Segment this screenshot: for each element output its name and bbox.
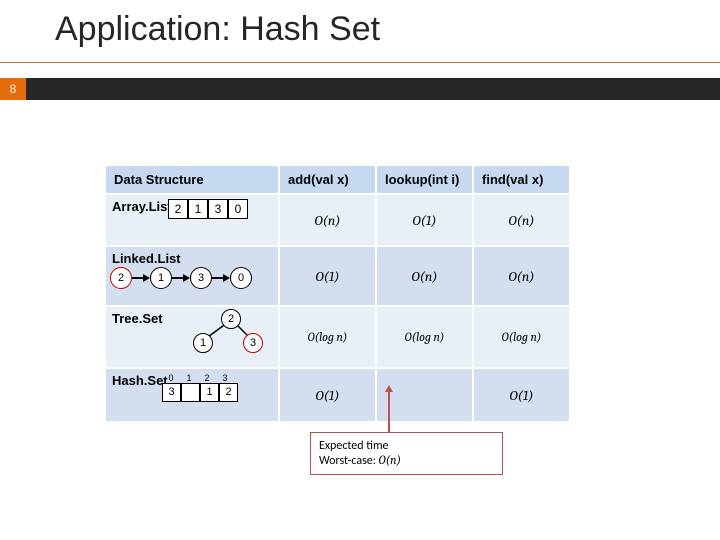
header-dark-bar	[26, 78, 720, 100]
op-add: O(1)	[279, 368, 376, 422]
hash-bucket: 2	[219, 383, 238, 402]
page-number-badge: 8	[0, 78, 26, 100]
callout-line1: Expected time	[319, 439, 494, 453]
op-lookup: O(1)	[376, 194, 473, 246]
table-row: Array.List 2 1 3 0 O(n) O(1) O(n)	[105, 194, 570, 246]
callout-arrow	[388, 391, 390, 433]
array-cell: 1	[188, 199, 208, 219]
hashset-visual: 0 1 2 3 3 1 2	[162, 373, 238, 402]
op-find: O(log n)	[473, 306, 570, 368]
tree-node: 1	[193, 333, 213, 353]
ll-node: 2	[110, 267, 132, 289]
slide-title: Application: Hash Set	[55, 10, 380, 49]
op-add: O(log n)	[279, 306, 376, 368]
complexity-table: Data Structure add(val x) lookup(int i) …	[105, 165, 570, 422]
ds-cell-hashset: Hash.Set 0 1 2 3 3 1 2	[105, 368, 279, 422]
array-cell: 2	[168, 199, 188, 219]
hash-indices: 0 1 2 3	[162, 373, 238, 383]
slide: Application: Hash Set 8 Data Structure a…	[0, 0, 720, 540]
hash-index: 0	[162, 373, 180, 383]
arrow-icon	[212, 273, 230, 283]
col-header-add: add(val x)	[279, 165, 376, 194]
col-header-lookup: lookup(int i)	[376, 165, 473, 194]
arraylist-visual: 2 1 3 0	[168, 199, 248, 219]
arrow-icon	[172, 273, 190, 283]
op-find: O(n)	[473, 194, 570, 246]
op-find: O(n)	[473, 246, 570, 306]
ll-node: 1	[150, 267, 172, 289]
hash-bucket: 1	[200, 383, 219, 402]
ds-cell-arraylist: Array.List 2 1 3 0	[105, 194, 279, 246]
ds-cell-linkedlist: Linked.List 2 1 3 0	[105, 246, 279, 306]
ds-cell-treeset: Tree.Set 2 1 3	[105, 306, 279, 368]
hash-bucket: 3	[162, 383, 181, 402]
op-add: O(1)	[279, 246, 376, 306]
col-header-data-structure: Data Structure	[105, 165, 279, 194]
tree-node: 3	[243, 333, 263, 353]
table-header-row: Data Structure add(val x) lookup(int i) …	[105, 165, 570, 194]
callout-line2: Worst-case: O(n)	[319, 453, 494, 468]
table-row: Linked.List 2 1 3 0 O(1) O(n) O(n)	[105, 246, 570, 306]
op-lookup: O(log n)	[376, 306, 473, 368]
col-header-find: find(val x)	[473, 165, 570, 194]
array-cell: 0	[228, 199, 248, 219]
hash-buckets: 3 1 2	[162, 383, 238, 402]
op-add: O(n)	[279, 194, 376, 246]
ds-name: Tree.Set	[112, 311, 163, 326]
op-find: O(1)	[473, 368, 570, 422]
hash-index: 3	[216, 373, 234, 383]
callout-box: Expected time Worst-case: O(n)	[310, 432, 503, 475]
ds-name: Array.List	[112, 199, 172, 214]
ds-name: Hash.Set	[112, 373, 168, 388]
table-row: Hash.Set 0 1 2 3 3 1 2 O(1)	[105, 368, 570, 422]
tree-node: 2	[221, 309, 241, 329]
array-cell: 3	[208, 199, 228, 219]
op-lookup: O(n)	[376, 246, 473, 306]
linkedlist-visual: 2 1 3 0	[110, 267, 252, 289]
callout-line2-prefix: Worst-case:	[319, 454, 379, 468]
table-row: Tree.Set 2 1 3 O(log n) O(log n) O(log n…	[105, 306, 570, 368]
ds-name: Linked.List	[112, 251, 181, 266]
hash-index: 2	[198, 373, 216, 383]
title-underline	[0, 62, 720, 63]
callout-line2-value: O(n)	[379, 453, 401, 467]
treeset-visual: 2 1 3	[181, 309, 261, 355]
arrow-icon	[132, 273, 150, 283]
ll-node: 0	[230, 267, 252, 289]
ll-node: 3	[190, 267, 212, 289]
hash-bucket	[181, 383, 200, 402]
hash-index: 1	[180, 373, 198, 383]
op-lookup	[376, 368, 473, 422]
